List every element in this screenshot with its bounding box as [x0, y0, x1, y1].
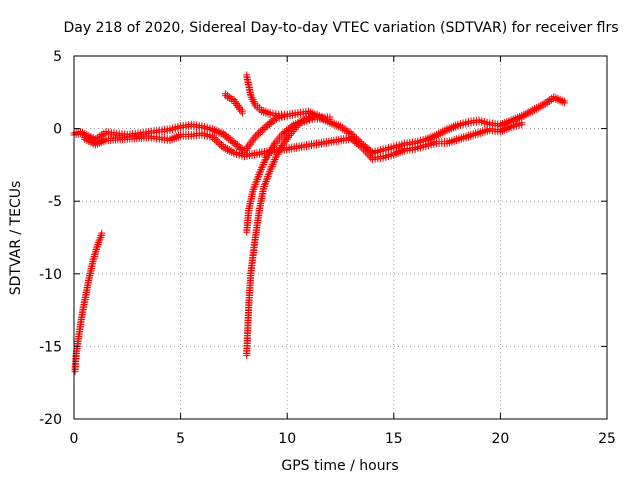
series-recovery-curve-b	[243, 113, 334, 236]
chart-title: Day 218 of 2020, Sidereal Day-to-day VTE…	[63, 20, 618, 36]
data-points	[70, 71, 568, 376]
series-recovery-curve-a	[243, 113, 313, 360]
series-lower-band	[81, 119, 526, 164]
x-axis-label: GPS time / hours	[281, 458, 398, 474]
x-tick-label: 10	[278, 431, 296, 447]
series-arc-near-8-h	[243, 71, 291, 120]
x-tick-label: 0	[70, 431, 79, 447]
plus-markers-offset	[243, 115, 334, 236]
plus-markers-offset	[243, 115, 313, 360]
x-tick-label: 20	[491, 431, 509, 447]
series-rising-curve-near-0-h	[71, 229, 106, 376]
y-tick-labels: -20 -15 -10 -5 0 5	[39, 49, 62, 428]
series-arc-near-7-h	[221, 90, 246, 117]
y-tick-label: -5	[48, 194, 62, 210]
plus-markers-offset	[221, 92, 246, 117]
y-axis-label: SDTVAR / TECUs	[8, 181, 24, 296]
y-tick-label: 5	[53, 49, 62, 65]
x-tick-label: 15	[385, 431, 403, 447]
y-tick-label: -10	[39, 267, 62, 283]
plus-markers-offset	[71, 231, 106, 376]
y-tick-label: -15	[39, 339, 62, 355]
x-tick-labels: 0 5 10 15 20 25	[70, 431, 616, 447]
x-tick-label: 25	[598, 431, 616, 447]
x-tick-label: 5	[176, 431, 185, 447]
axis-ticks	[73, 55, 608, 420]
plot-frame	[73, 55, 608, 420]
y-tick-label: -20	[39, 412, 62, 428]
y-tick-label: 0	[53, 122, 62, 138]
plus-markers-offset	[243, 73, 291, 120]
